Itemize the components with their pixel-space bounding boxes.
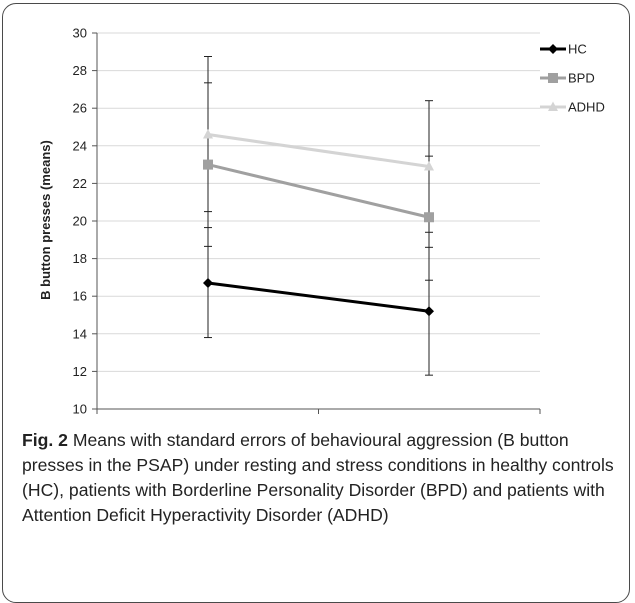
- legend-label: HC: [568, 42, 587, 57]
- series-line: [207, 133, 430, 168]
- data-point: [424, 160, 434, 171]
- legend-item-adhd: ADHD: [540, 100, 605, 115]
- series-line: [207, 281, 430, 313]
- data-point: [203, 278, 213, 289]
- y-tick-label: 22: [73, 176, 87, 191]
- series-adhd: [203, 129, 434, 171]
- y-tick-label: 28: [73, 63, 87, 78]
- y-tick-label: 10: [73, 402, 87, 417]
- y-tick-label: 16: [73, 289, 87, 304]
- legend-swatch-marker: [548, 101, 558, 111]
- y-axis: 10 12 14 16 18 20 22 24 26 28 30: [73, 26, 98, 417]
- y-tick-label: 20: [73, 214, 87, 229]
- legend-swatch-marker: [548, 44, 558, 54]
- figure-caption: Fig. 2 Means with standard errors of beh…: [22, 428, 622, 528]
- y-tick-label: 18: [73, 251, 87, 266]
- y-tick-label: 30: [73, 26, 87, 41]
- grid-lines: [97, 32, 540, 372]
- x-axis: resting condition stress condition: [96, 408, 541, 425]
- series-line: [207, 163, 430, 219]
- series-hc-errorbars: [204, 227, 433, 376]
- legend-item-hc: HC: [540, 42, 587, 57]
- x-tick-label: stress condition: [384, 424, 474, 425]
- legend: HC BPD ADHD: [540, 42, 605, 115]
- x-tick-label: resting condition: [161, 424, 256, 425]
- y-tick-label: 26: [73, 101, 87, 116]
- legend-label: BPD: [568, 71, 595, 86]
- legend-item-bpd: BPD: [540, 71, 595, 86]
- y-tick-label: 12: [73, 364, 87, 379]
- caption-text: Means with standard errors of behavioura…: [22, 430, 614, 525]
- line-chart: 10 12 14 16 18 20 22 24 26 28 30 resting condition…: [38, 26, 605, 426]
- data-point: [203, 129, 213, 139]
- legend-label: ADHD: [568, 100, 605, 115]
- y-tick-label: 14: [73, 326, 87, 341]
- data-point: [203, 159, 213, 170]
- series-layer: [203, 56, 434, 376]
- series-bpd: [203, 159, 434, 223]
- data-point: [424, 212, 434, 223]
- y-axis-title: B button presses (means): [38, 140, 53, 300]
- figure-label: Fig. 2: [22, 430, 68, 450]
- legend-swatch-marker: [548, 73, 558, 83]
- series-bpd-errorbars: [204, 82, 433, 281]
- series-hc: [203, 278, 434, 317]
- data-point: [424, 306, 434, 317]
- series-adhd-errorbars: [204, 56, 433, 233]
- y-tick-label: 24: [73, 138, 87, 153]
